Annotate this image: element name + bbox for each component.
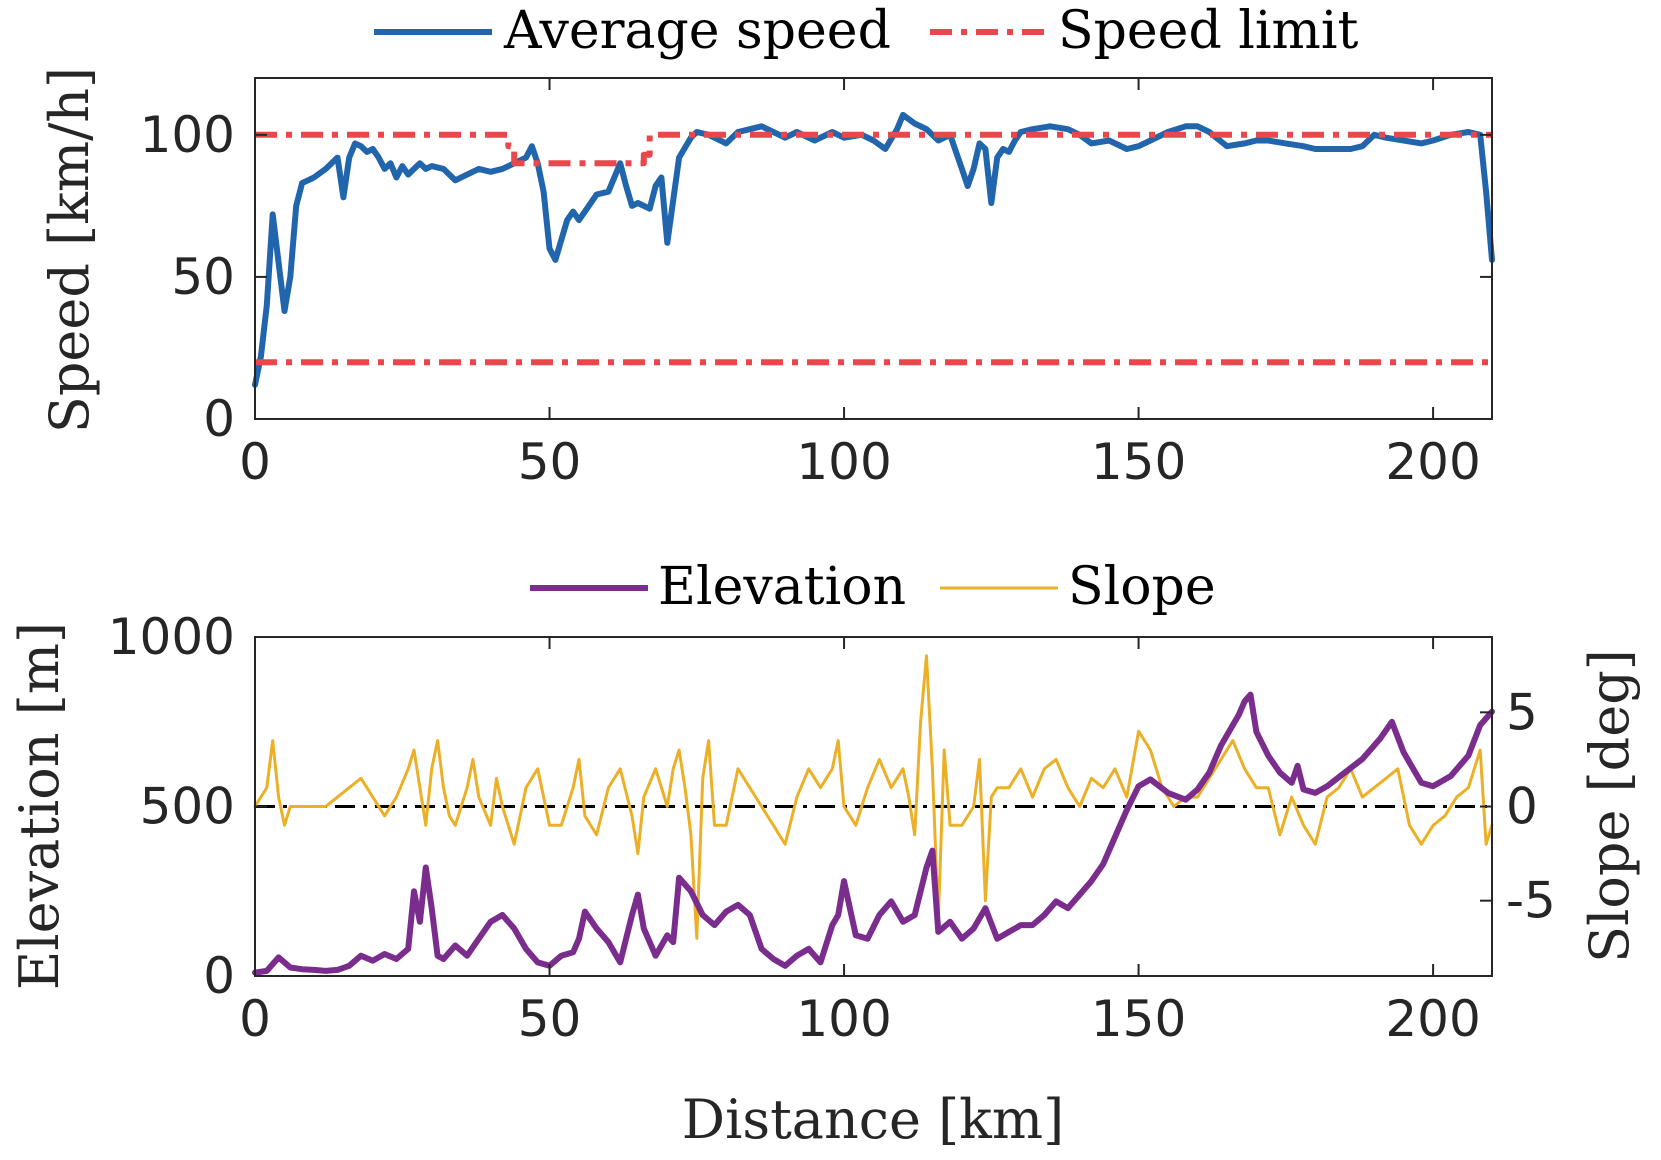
speed-y-tick-label: 50 (171, 248, 235, 306)
speed-y-axis-label: Speed [km/h] (38, 67, 101, 433)
elevation-y-tick-label: 0 (203, 947, 235, 1005)
slope-y-axis-label: Slope [deg] (1578, 649, 1641, 963)
speed-axes-box (254, 77, 1493, 420)
speed-y-ticks: 0 50 100 (140, 106, 1492, 448)
legend-bottom: Elevation Slope (530, 557, 1216, 617)
elevation-plot-area (252, 654, 1495, 976)
elevation-x-tick-label: 0 (239, 990, 271, 1048)
elevation-y-tick-label: 500 (140, 778, 235, 836)
legend-top: Average speed Speed limit (374, 1, 1358, 61)
legend-label-average-speed: Average speed (503, 1, 891, 61)
elevation-x-ticks: 0 50 100 150 200 (239, 637, 1481, 1048)
speed-series-average-speed (252, 111, 1495, 388)
legend-label-elevation: Elevation (658, 557, 906, 617)
elevation-series-elevation (252, 691, 1495, 976)
elevation-x-tick-label: 150 (1091, 990, 1186, 1048)
distance-x-axis-label: Distance [km] (682, 1088, 1064, 1151)
speed-plot-area (252, 111, 1495, 388)
slope-y-tick-label: -5 (1506, 872, 1556, 930)
elevation-x-tick-label: 100 (796, 990, 891, 1048)
speed-x-tick-label: 100 (796, 433, 891, 491)
elevation-y-tick-label: 1000 (108, 608, 235, 666)
speed-plot: 0 50 100 150 200 0 50 100 Speed [km/h] (38, 67, 1495, 491)
slope-y-tick-label: 5 (1506, 683, 1538, 741)
legend-label-speed-limit: Speed limit (1058, 1, 1358, 61)
elevation-series-slope (253, 654, 1494, 940)
speed-x-tick-label: 0 (239, 433, 271, 491)
speed-x-tick-label: 50 (518, 433, 582, 491)
elevation-x-tick-label: 50 (518, 990, 582, 1048)
speed-x-tick-label: 150 (1091, 433, 1186, 491)
slope-y-tick-label: 0 (1506, 778, 1538, 836)
speed-x-ticks: 0 50 100 150 200 (239, 78, 1481, 491)
speed-y-tick-label: 0 (203, 390, 235, 448)
slope-y-ticks: -5 0 5 (1480, 683, 1556, 930)
speed-x-tick-label: 200 (1385, 433, 1480, 491)
legend-label-slope: Slope (1068, 557, 1216, 617)
elevation-x-tick-label: 200 (1385, 990, 1480, 1048)
elevation-y-ticks: 0 500 1000 (108, 608, 267, 1005)
elevation-y-axis-label: Elevation [m] (8, 622, 71, 990)
elevation-plot: 0 50 100 150 200 0 500 1000 -5 0 5 Elevation [m]… (8, 608, 1641, 1151)
speed-y-tick-label: 100 (140, 106, 235, 164)
